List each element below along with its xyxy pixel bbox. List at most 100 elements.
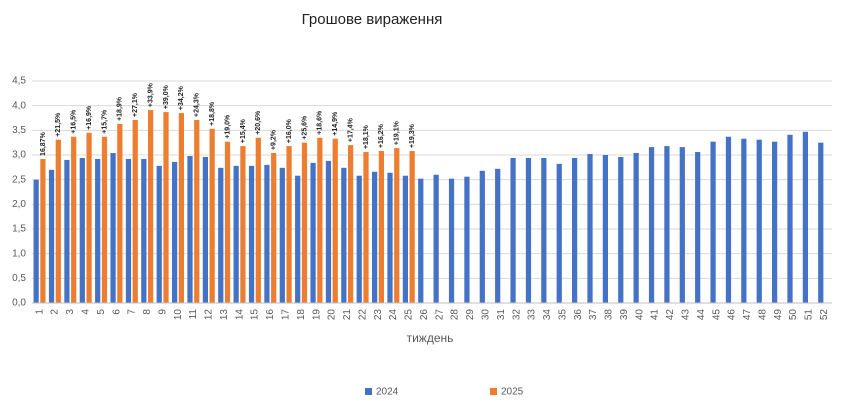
bar <box>224 141 231 303</box>
data-annotation: +39,0% <box>163 84 170 109</box>
y-tick-label: 3,0 <box>12 150 26 161</box>
bar <box>525 157 532 303</box>
x-tick-label: 21 <box>342 309 353 321</box>
bar <box>556 163 562 303</box>
x-tick-label: 2 <box>50 309 61 315</box>
bar <box>756 139 762 303</box>
bar <box>741 138 747 303</box>
data-annotation: +19,0% <box>224 114 231 139</box>
bar <box>341 167 347 303</box>
x-tick-label: 41 <box>650 309 661 321</box>
data-annotation: +18,9% <box>117 96 124 121</box>
x-tick-label: 45 <box>711 309 722 321</box>
x-tick-label: 26 <box>419 309 430 321</box>
x-tick-label: 50 <box>788 309 799 321</box>
y-tick-label: 3,5 <box>12 125 26 136</box>
bar <box>818 142 824 303</box>
x-tick-label: 16 <box>265 309 276 321</box>
y-tick-label: 2,0 <box>12 199 26 210</box>
bar <box>387 172 393 303</box>
data-annotation: +19,3% <box>409 123 416 148</box>
bar <box>363 152 369 303</box>
x-tick-label: 14 <box>234 309 245 321</box>
bar <box>479 170 485 303</box>
x-tick-label: 44 <box>696 309 707 321</box>
bar <box>356 175 362 303</box>
chart-title: Грошове вираження <box>302 11 443 28</box>
x-tick-label: 3 <box>65 309 76 315</box>
data-annotation: +18,8% <box>209 101 216 126</box>
bar <box>772 141 778 303</box>
bar <box>664 146 670 303</box>
x-tick-label: 49 <box>773 309 784 321</box>
bar <box>325 160 332 303</box>
bar <box>271 153 277 303</box>
bar <box>802 131 808 303</box>
data-annotation: +14,9% <box>332 111 339 136</box>
bar <box>178 113 184 303</box>
bar <box>648 147 655 303</box>
data-annotation: +27,1% <box>132 92 139 117</box>
data-annotation: +25,6% <box>301 115 308 140</box>
data-annotation: +15,7% <box>101 109 108 134</box>
bar <box>95 158 101 303</box>
bar <box>187 155 193 303</box>
bar <box>156 165 162 303</box>
x-tick-label: 39 <box>619 309 630 321</box>
bar <box>710 141 716 303</box>
x-tick-label: 32 <box>511 309 522 321</box>
bar <box>209 128 215 303</box>
legend-label: 2025 <box>501 387 524 398</box>
x-tick-label: 42 <box>665 309 676 321</box>
bar <box>394 148 400 303</box>
x-tick-label: 17 <box>280 309 291 321</box>
x-tick-label: 38 <box>604 309 615 321</box>
data-annotation: +20,6% <box>255 110 262 135</box>
bar <box>433 174 439 303</box>
y-tick-label: 4,0 <box>12 100 26 111</box>
bar <box>110 153 116 303</box>
bar <box>48 169 55 303</box>
x-tick-label: 29 <box>465 309 476 321</box>
bar <box>378 151 384 303</box>
y-tick-label: 1,5 <box>12 224 26 235</box>
x-tick-label: 4 <box>80 309 91 315</box>
data-annotation: +33,9% <box>147 82 154 107</box>
bar <box>618 156 624 303</box>
x-tick-label: 33 <box>527 309 538 321</box>
data-annotation: +16,9% <box>86 105 93 130</box>
bar <box>117 123 123 303</box>
bar <box>332 138 338 303</box>
bar <box>402 175 408 303</box>
y-tick-label: 4,5 <box>12 76 26 87</box>
bar <box>218 167 224 303</box>
x-tick-label: 7 <box>127 309 138 315</box>
x-tick-label: 20 <box>327 309 338 321</box>
x-tick-label: 10 <box>173 309 184 321</box>
bar <box>264 164 270 303</box>
x-tick-label: 15 <box>250 309 261 321</box>
bar <box>464 176 470 303</box>
data-annotation: +19,1% <box>394 120 401 145</box>
bar <box>64 159 70 303</box>
x-tick-label: 1 <box>34 309 45 315</box>
x-tick-label: 27 <box>434 309 445 321</box>
bar <box>248 165 255 303</box>
bar <box>132 119 138 304</box>
legend-swatch <box>490 388 497 395</box>
bar <box>172 161 178 303</box>
x-tick-label: 22 <box>357 309 368 321</box>
y-tick-label: 1,0 <box>12 248 26 259</box>
x-tick-label: 23 <box>373 309 384 321</box>
x-tick-label: 46 <box>727 309 738 321</box>
data-annotation: +15,4% <box>240 118 247 143</box>
x-tick-label: 47 <box>742 309 753 321</box>
bar <box>233 165 239 303</box>
x-tick-label: 8 <box>142 309 153 315</box>
data-annotation: +18,6% <box>317 110 324 135</box>
bar <box>572 157 578 303</box>
y-tick-label: 2,5 <box>12 174 26 185</box>
data-annotation: +17,4% <box>347 117 354 142</box>
x-tick-label: 28 <box>450 309 461 321</box>
